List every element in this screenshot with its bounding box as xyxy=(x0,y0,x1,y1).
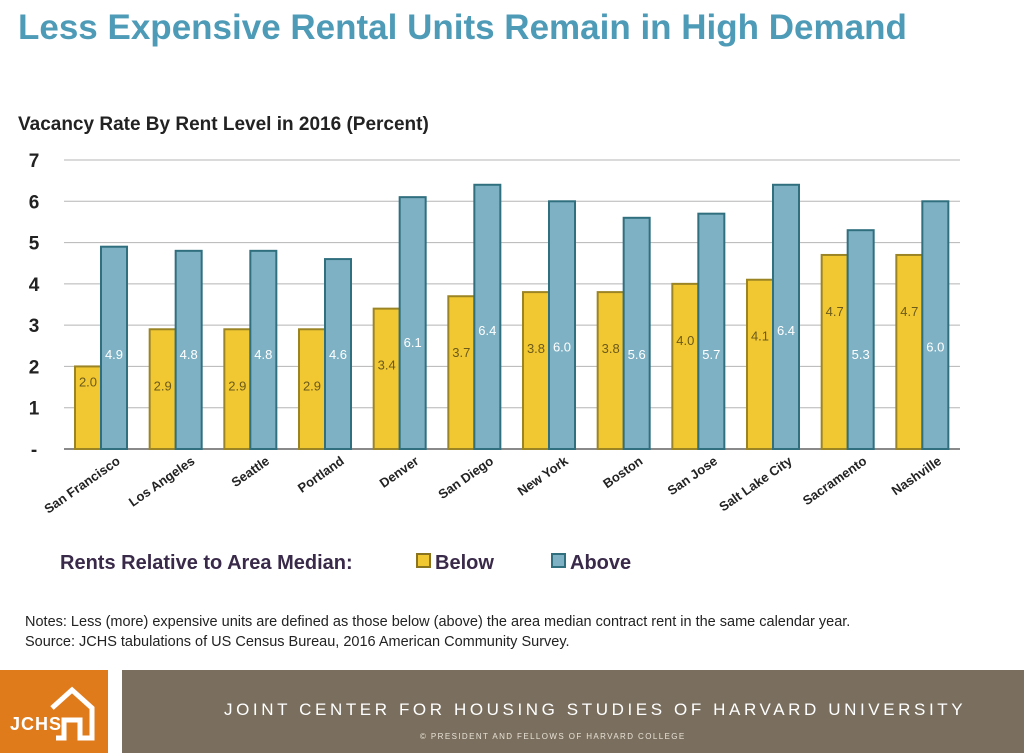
bar-above xyxy=(921,200,950,450)
legend-label-above: Above xyxy=(570,552,632,574)
footer-copyright: © PRESIDENT AND FELLOWS OF HARVARD COLLE… xyxy=(420,732,686,741)
y-tick-label: 1 xyxy=(29,399,40,420)
x-tick-label: Los Angeles xyxy=(126,453,198,509)
data-label-below: 3.8 xyxy=(527,341,545,356)
bar-below xyxy=(746,278,774,450)
data-label-above: 6.1 xyxy=(404,335,422,350)
bar-above xyxy=(548,200,576,450)
data-label-below: 4.7 xyxy=(900,304,918,319)
data-label-below: 2.9 xyxy=(228,378,246,393)
bar-above xyxy=(100,245,128,450)
bar-above xyxy=(473,183,502,451)
y-tick-label: 4 xyxy=(29,275,40,296)
x-tick-label: San Jose xyxy=(665,453,720,498)
data-label-above: 5.7 xyxy=(702,347,720,362)
bar-below xyxy=(74,365,102,450)
bar-below xyxy=(596,291,625,450)
source-line: Source: JCHS tabulations of US Census Bu… xyxy=(25,634,570,650)
y-tick-label: 6 xyxy=(29,192,40,213)
x-tick-label: Denver xyxy=(377,453,422,491)
y-tick-label: 3 xyxy=(29,316,40,337)
data-label-below: 2.0 xyxy=(79,374,97,389)
bar-below xyxy=(820,253,849,451)
data-label-below: 3.7 xyxy=(452,345,470,360)
bar-chart: - 1 2 3 4 5 6 7 2.0 4.9 San Francisco 2.9 4.8 Los Ang… xyxy=(29,151,960,516)
legend-swatch-below xyxy=(416,553,431,568)
x-tick-label: New York xyxy=(515,453,572,499)
legend-above: Above xyxy=(551,552,631,575)
bar-above xyxy=(174,249,203,451)
data-label-below: 4.1 xyxy=(751,329,769,344)
x-tick-label: San Diego xyxy=(435,453,496,502)
legend-below: Below xyxy=(416,552,494,575)
legend-title: Rents Relative to Area Median: xyxy=(60,552,353,574)
jchs-logo: JCHS xyxy=(0,670,108,753)
bar-below xyxy=(447,295,476,450)
data-label-below: 3.4 xyxy=(378,358,396,373)
y-tick-label: 7 xyxy=(29,151,40,172)
data-label-below: 3.8 xyxy=(602,341,620,356)
bar-above xyxy=(324,258,352,451)
x-tick-label: Sacramento xyxy=(800,453,870,508)
house-icon xyxy=(50,686,95,741)
bar-above xyxy=(249,249,278,451)
data-label-above: 4.9 xyxy=(105,347,123,362)
data-label-below: 4.7 xyxy=(826,304,844,319)
data-label-above: 6.0 xyxy=(553,339,571,354)
data-label-above: 6.4 xyxy=(478,323,496,338)
data-label-above: 4.8 xyxy=(254,347,272,362)
footer-banner: JCHS JOINT CENTER FOR HOUSING STUDIES OF… xyxy=(0,670,1024,753)
page-title: Less Expensive Rental Units Remain in Hi… xyxy=(18,8,907,47)
data-label-above: 4.6 xyxy=(329,347,347,362)
y-tick-label: - xyxy=(31,440,37,461)
data-label-above: 6.0 xyxy=(926,339,944,354)
bar-below xyxy=(522,291,550,450)
data-label-above: 4.8 xyxy=(180,347,198,362)
bar-below xyxy=(298,328,326,450)
bar-above xyxy=(772,183,800,451)
x-tick-label: Nashville xyxy=(889,453,944,498)
logo-text: JCHS xyxy=(10,714,63,734)
x-tick-label: Portland xyxy=(295,453,347,496)
x-tick-label: Boston xyxy=(600,453,645,491)
data-label-below: 2.9 xyxy=(303,378,321,393)
bar-below xyxy=(671,282,700,450)
legend-label-below: Below xyxy=(435,552,494,574)
data-label-above: 5.6 xyxy=(628,347,646,362)
bar-above xyxy=(846,229,875,450)
logo-divider xyxy=(108,670,122,753)
data-label-below: 4.0 xyxy=(676,333,694,348)
bar-below xyxy=(372,307,401,450)
x-tick-label: Salt Lake City xyxy=(716,453,795,515)
y-tick-label: 2 xyxy=(29,357,40,378)
notes-line: Notes: Less (more) expensive units are d… xyxy=(25,614,851,630)
x-tick-label: Seattle xyxy=(229,453,273,490)
chart-title: Vacancy Rate By Rent Level in 2016 (Perc… xyxy=(18,114,429,135)
data-label-below: 2.9 xyxy=(154,378,172,393)
data-label-above: 6.4 xyxy=(777,323,795,338)
bar-below xyxy=(895,253,924,451)
bar-above xyxy=(697,212,726,450)
bar-above xyxy=(398,196,427,450)
legend-swatch-above xyxy=(551,553,566,568)
data-label-above: 5.3 xyxy=(852,347,870,362)
x-tick-label: San Francisco xyxy=(41,453,122,516)
footer-title: JOINT CENTER FOR HOUSING STUDIES OF HARV… xyxy=(224,700,967,719)
y-tick-label: 5 xyxy=(29,234,40,255)
bar-above xyxy=(622,216,651,450)
chart-notes: Notes: Less (more) expensive units are d… xyxy=(25,612,850,652)
